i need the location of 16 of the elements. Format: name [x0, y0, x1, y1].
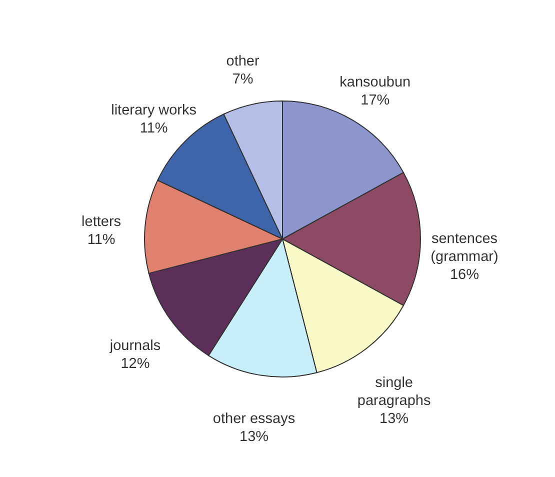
- data-label: 13%: [380, 410, 409, 427]
- data-label: 16%: [450, 267, 480, 283]
- slice-label: literary works: [111, 102, 197, 118]
- slice-label: other essays: [212, 410, 296, 427]
- slice-label: journals: [108, 338, 161, 354]
- slice-label: other: [226, 53, 260, 70]
- data-label: 12%: [120, 356, 150, 372]
- data-label: 11%: [87, 232, 116, 248]
- data-label: 7%: [232, 71, 254, 88]
- data-label: 13%: [240, 428, 269, 445]
- slice-label: sentences (grammar): [430, 231, 498, 265]
- data-label: 17%: [360, 92, 390, 108]
- slice-label: letters: [82, 214, 122, 230]
- slice-label: kansoubun: [340, 74, 411, 90]
- slice-label: single paragraphs: [357, 374, 431, 409]
- data-label: 11%: [140, 120, 168, 136]
